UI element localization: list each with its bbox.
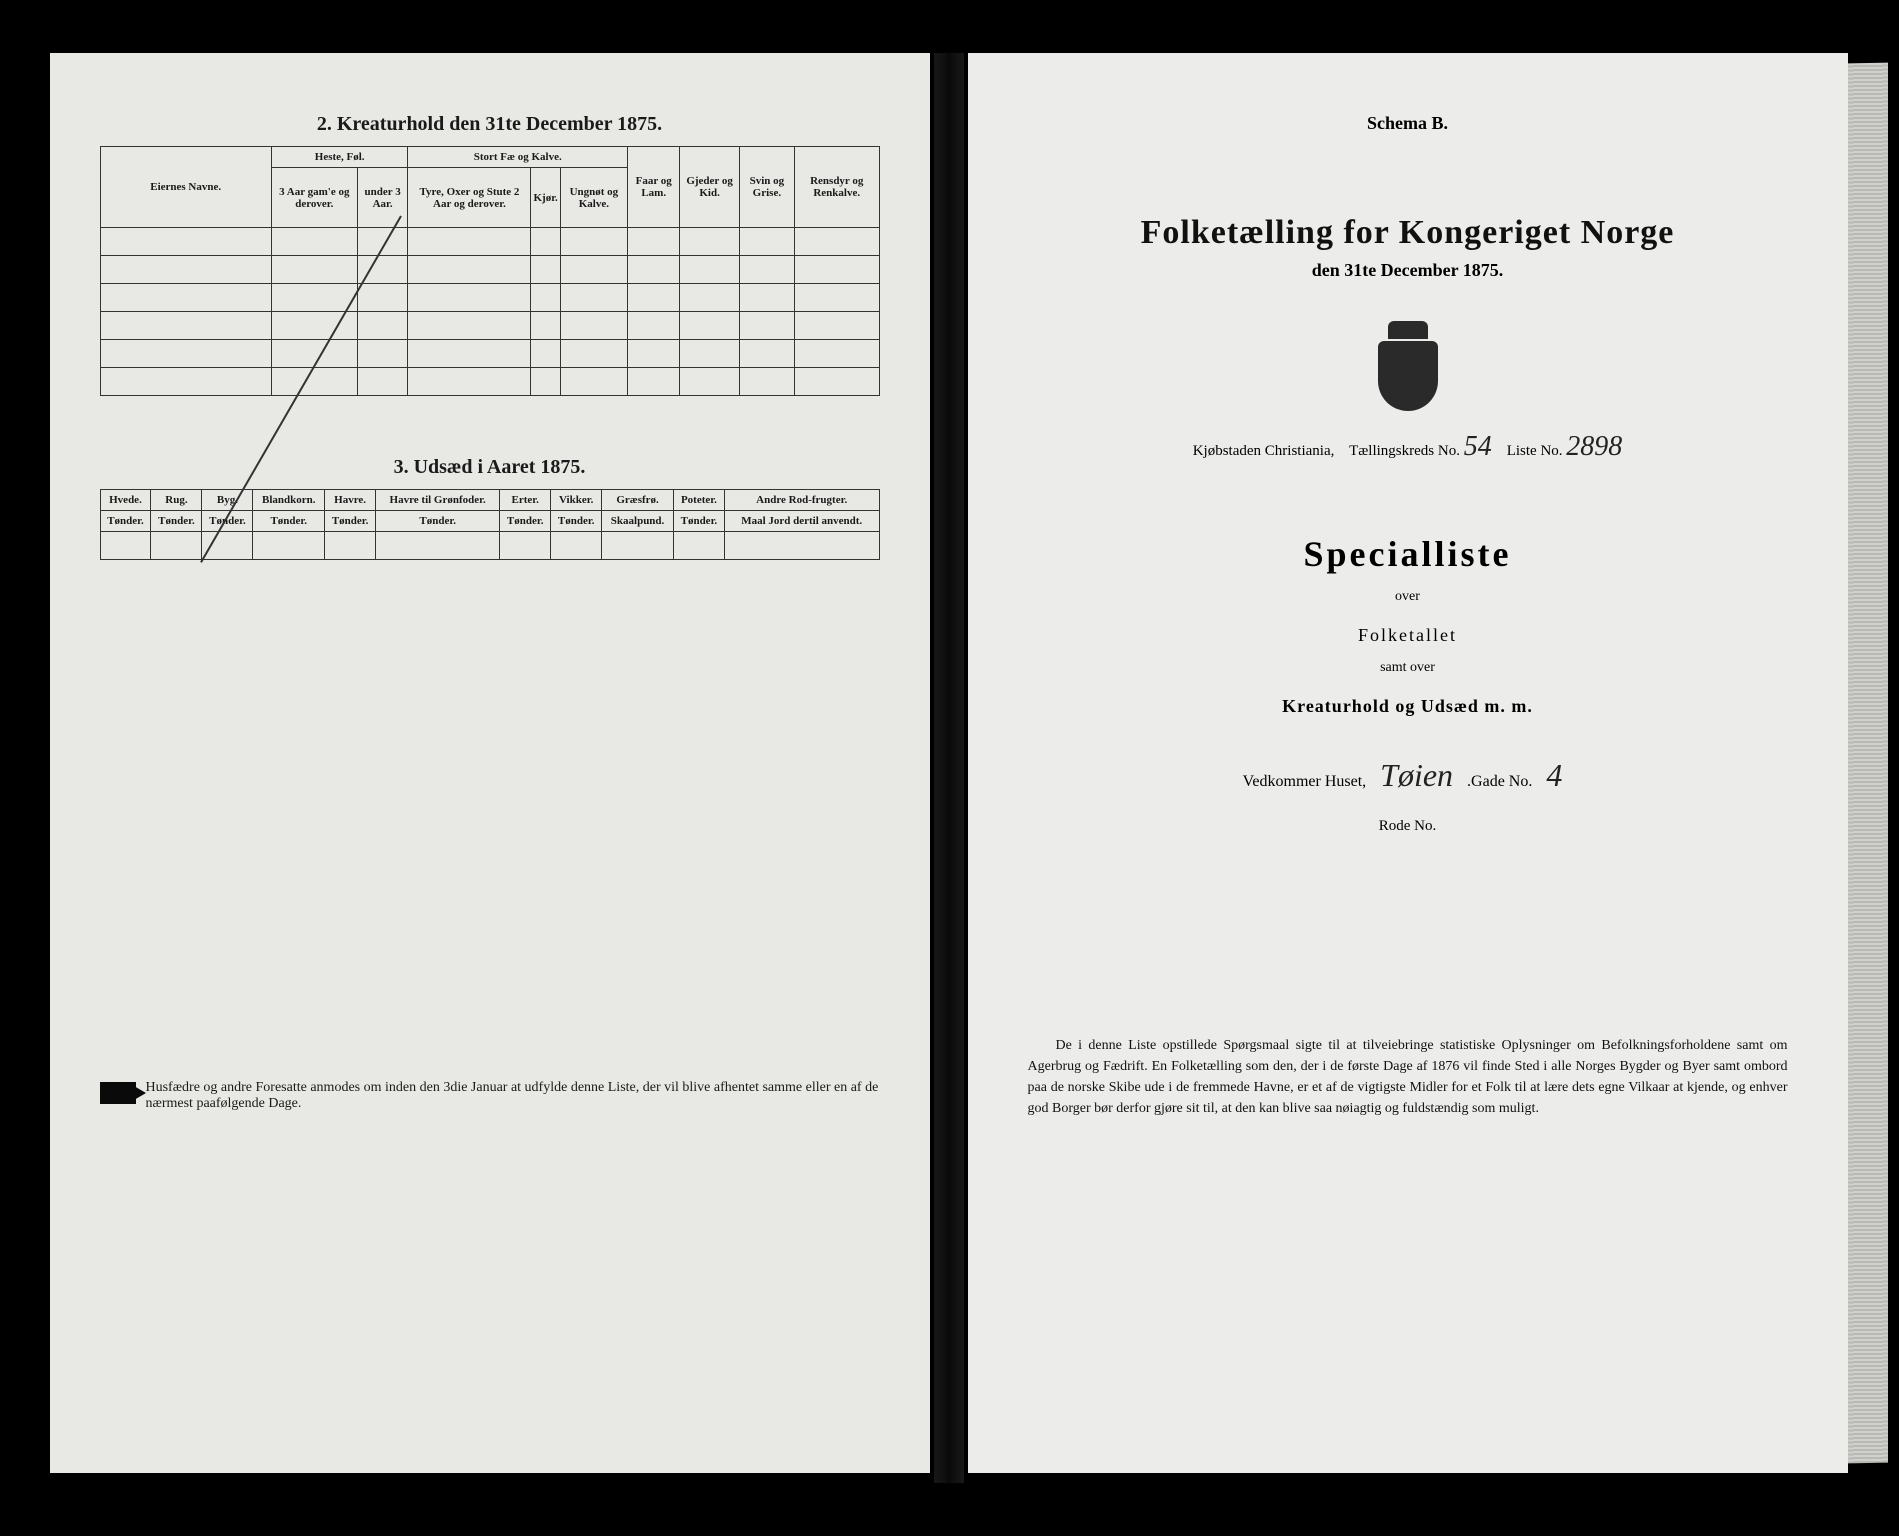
meta-line: Kjøbstaden Christiania, Tællingskreds No… [1018,431,1798,463]
grp-svin: Svin og Grise. [739,147,794,228]
c2: Rug. [151,490,202,511]
samt-over-label: samt over [1018,660,1798,676]
u4: Tønder. [253,511,325,532]
rode-line: Rode No. [1018,818,1798,835]
book-spread: 2. Kreaturhold den 31te December 1875. E… [50,53,1850,1483]
sub-s3: Ungnøt og Kalve. [560,168,627,228]
sub-h1: 3 Aar gam'e og derover. [271,168,357,228]
u11: Maal Jord dertil anvendt. [724,511,879,532]
gade-label: .Gade No. [1467,773,1532,790]
c8: Vikker. [551,490,602,511]
footnote: Husfædre og andre Foresatte anmodes om i… [100,1080,880,1112]
c6: Havre til Grønfoder. [376,490,500,511]
u10: Tønder. [673,511,724,532]
kreds-no: 54 [1464,431,1492,463]
section3-heading: 3. Udsæd i Aaret 1875. [100,456,880,479]
kreaturhold-table: Eiernes Navne. Heste, Føl. Stort Fæ og K… [100,146,880,396]
city-label: Kjøbstaden Christiania, [1193,443,1335,459]
u5: Tønder. [325,511,376,532]
schema-label: Schema B. [1018,113,1798,134]
c5: Havre. [325,490,376,511]
grp-gjeder: Gjeder og Kid. [680,147,739,228]
u1: Tønder. [100,511,151,532]
udsaed-table: Hvede. Rug. Byg. Blandkorn. Havre. Havre… [100,489,880,560]
table-cell [100,228,271,256]
u6: Tønder. [376,511,500,532]
liste-no: 2898 [1566,431,1622,463]
kreatur-line: Kreaturhold og Udsæd m. m. [1018,696,1798,717]
sub-s1: Tyre, Oxer og Stute 2 Aar og derover. [408,168,531,228]
c11: Andre Rod-frugter. [724,490,879,511]
specialliste-heading: Specialliste [1018,533,1798,575]
book-spine [934,53,964,1483]
street-name: Tøien [1380,757,1453,794]
kreds-label: Tællingskreds No. [1349,443,1460,459]
main-title: Folketælling for Kongeriget Norge [1018,214,1798,252]
page-edges [1848,63,1888,1464]
section2-heading: 2. Kreaturhold den 31te December 1875. [100,113,880,136]
coat-of-arms-icon [1373,321,1443,411]
c10: Poteter. [673,490,724,511]
pointing-hand-icon [100,1082,136,1104]
liste-label: Liste No. [1507,443,1563,459]
grp-stort: Stort Fæ og Kalve. [408,147,627,168]
grp-heste: Heste, Føl. [271,147,408,168]
house-line: Vedkommer Huset, Tøien .Gade No. 4 [1018,757,1798,794]
c9: Græsfrø. [602,490,674,511]
col-eiernes: Eiernes Navne. [100,147,271,228]
u8: Tønder. [551,511,602,532]
date-line: den 31te December 1875. [1018,260,1798,281]
folketallet-label: Folketallet [1018,625,1798,646]
over-label: over [1018,589,1798,605]
grp-ren: Rensdyr og Renkalve. [794,147,879,228]
vedkommer-label: Vedkommer Huset, [1243,773,1367,790]
gade-no: 4 [1546,757,1562,794]
c1: Hvede. [100,490,151,511]
info-paragraph: De i denne Liste opstillede Spørgsmaal s… [1018,1035,1798,1119]
u9: Skaalpund. [602,511,674,532]
c3: Byg. [202,490,253,511]
right-page: Schema B. Folketælling for Kongeriget No… [968,53,1848,1473]
u2: Tønder. [151,511,202,532]
footnote-text: Husfædre og andre Foresatte anmodes om i… [146,1080,880,1112]
c4: Blandkorn. [253,490,325,511]
grp-faar: Faar og Lam. [627,147,679,228]
u7: Tønder. [500,511,551,532]
sub-s2: Kjør. [531,168,560,228]
c7: Erter. [500,490,551,511]
left-page: 2. Kreaturhold den 31te December 1875. E… [50,53,930,1473]
